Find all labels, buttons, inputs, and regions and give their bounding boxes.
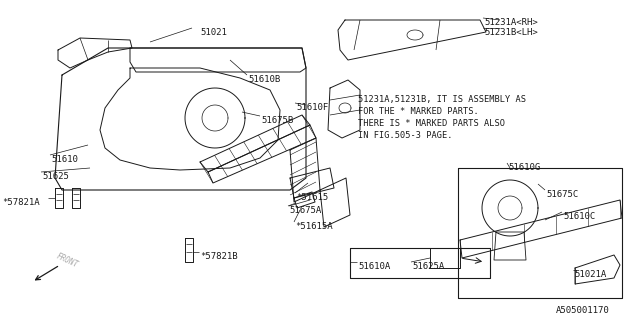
Text: THERE IS * MARKED PARTS ALSO: THERE IS * MARKED PARTS ALSO [358,119,505,128]
Text: 51610F: 51610F [296,103,328,112]
Text: 51610C: 51610C [563,212,595,221]
Text: 51231B<LH>: 51231B<LH> [484,28,538,37]
Text: *57821A: *57821A [2,198,40,207]
Text: *51615A: *51615A [295,222,333,231]
Text: 51675B: 51675B [261,116,293,125]
Text: 51675C: 51675C [546,190,579,199]
Text: 51610A: 51610A [358,262,390,271]
Text: 51625: 51625 [42,172,69,181]
Text: 51610B: 51610B [248,75,280,84]
Text: 51231A,51231B, IT IS ASSEMBLY AS: 51231A,51231B, IT IS ASSEMBLY AS [358,95,526,104]
Text: 51610: 51610 [51,155,78,164]
Text: 51610G: 51610G [508,163,540,172]
Text: 51021: 51021 [200,28,227,37]
Text: FOR THE * MARKED PARTS.: FOR THE * MARKED PARTS. [358,107,479,116]
Text: *57821B: *57821B [200,252,237,261]
Text: FRONT: FRONT [55,252,80,270]
Text: 51675A: 51675A [289,206,321,215]
Text: 51231A<RH>: 51231A<RH> [484,18,538,27]
Text: 51625A: 51625A [412,262,444,271]
Text: IN FIG.505-3 PAGE.: IN FIG.505-3 PAGE. [358,131,452,140]
Text: 51021A: 51021A [574,270,606,279]
Text: *51615: *51615 [296,193,328,202]
Text: A505001170: A505001170 [556,306,610,315]
